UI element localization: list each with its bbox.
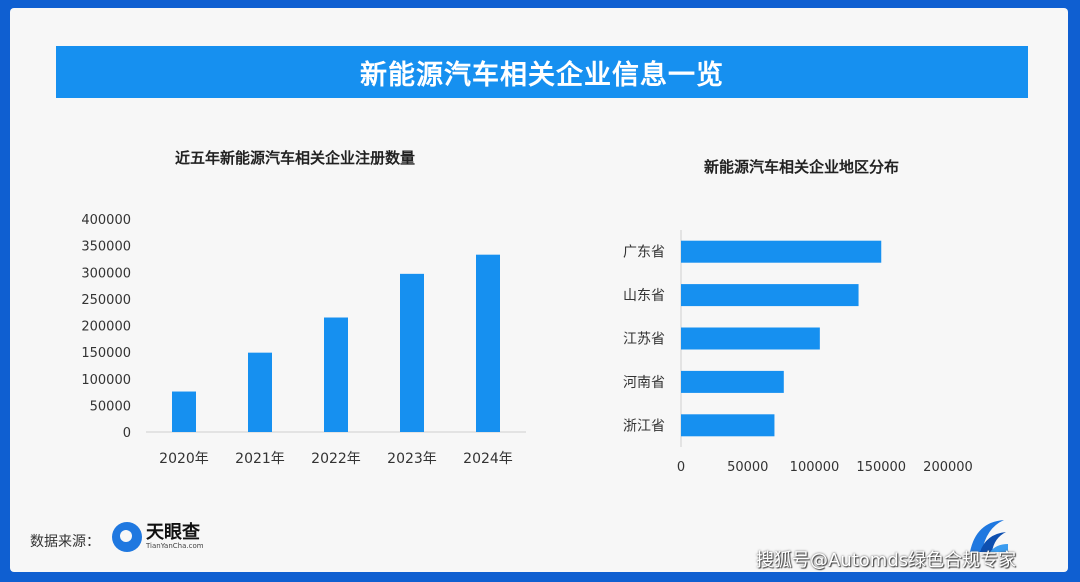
bar-2022年 [324, 317, 348, 432]
y-tick-label: 河南省 [623, 375, 665, 391]
y-tick-label: 100000 [81, 373, 131, 388]
y-tick-label: 50000 [90, 399, 131, 414]
y-tick-label: 200000 [81, 320, 131, 335]
y-tick-label: 350000 [81, 240, 131, 255]
bar-浙江省 [681, 414, 775, 437]
watermark: 搜狐号@Automds绿色合规专家 [756, 550, 1017, 571]
y-tick-label: 浙江省 [623, 418, 665, 434]
brand-name: 天眼查 [146, 521, 200, 543]
tianyancha-mark-icon [112, 522, 142, 552]
registrations-bar-chart: 0 50000 100000 150000 200000 250000 300000 3500… [81, 213, 526, 467]
y-tick-label: 江苏省 [623, 332, 665, 348]
x-tick-label: 200000 [923, 460, 973, 475]
brand-sub: TianYanCha.com [146, 541, 204, 550]
hbar-chart-title: 新能源汽车相关企业地区分布 [704, 158, 900, 176]
tianyancha-logo: 天眼查 TianYanCha.com [112, 522, 204, 552]
bar-河南省 [681, 370, 784, 393]
infographic-card [10, 8, 1068, 572]
bar-2020年 [172, 391, 196, 432]
x-tick-label: 2024年 [463, 451, 513, 467]
page-title: 新能源汽车相关企业信息一览 [56, 46, 1028, 98]
bar-广东省 [681, 240, 882, 263]
bar-chart-title: 近五年新能源汽车相关企业注册数量 [175, 149, 416, 167]
x-tick-label: 0 [677, 460, 685, 475]
source-label: 数据来源： [30, 534, 100, 550]
bar-2023年 [400, 273, 424, 432]
x-tick-label: 2021年 [235, 451, 285, 467]
bar-江苏省 [681, 327, 820, 350]
x-tick-label: 2023年 [387, 451, 437, 467]
y-tick-label: 广东省 [623, 245, 665, 261]
x-tick-label: 50000 [727, 460, 768, 475]
bar-2021年 [248, 352, 272, 432]
x-tick-label: 100000 [790, 460, 840, 475]
y-tick-label: 300000 [81, 266, 131, 281]
corner-logo-icon [970, 520, 1008, 552]
y-tick-label: 250000 [81, 293, 131, 308]
bar-2024年 [476, 254, 500, 432]
y-tick-label: 0 [123, 426, 131, 441]
x-tick-label: 2022年 [311, 451, 361, 467]
x-tick-label: 2020年 [159, 451, 209, 467]
y-tick-label: 400000 [81, 213, 131, 228]
bar-山东省 [681, 284, 859, 307]
y-tick-label: 山东省 [623, 288, 665, 304]
y-tick-label: 150000 [81, 346, 131, 361]
x-tick-label: 150000 [856, 460, 906, 475]
